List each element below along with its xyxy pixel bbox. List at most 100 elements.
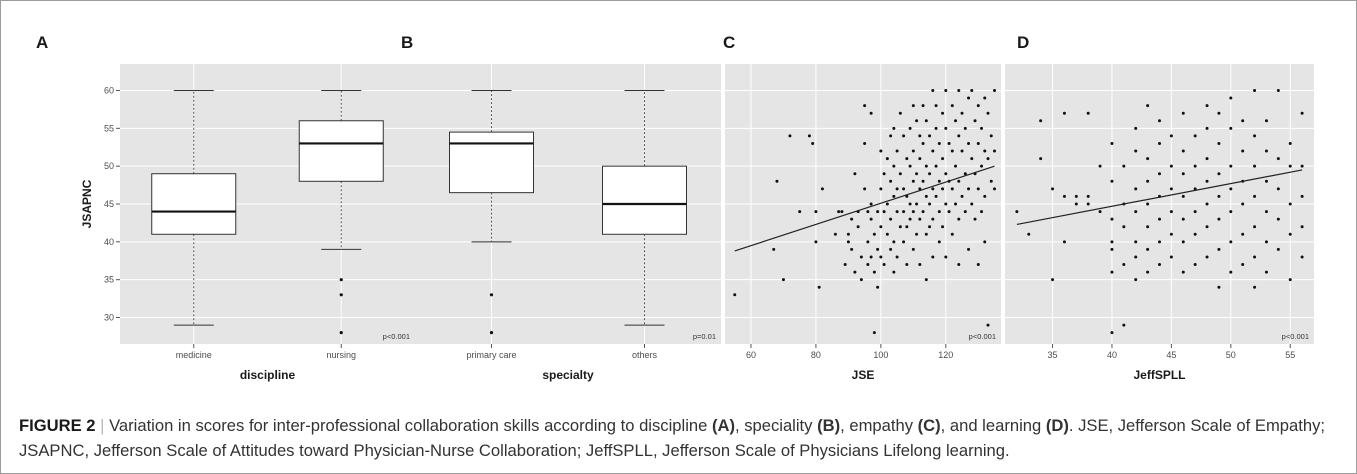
data-point xyxy=(924,119,928,123)
data-point xyxy=(963,126,967,130)
data-point xyxy=(928,134,932,138)
data-point xyxy=(811,141,815,145)
x-tick-label: 60 xyxy=(746,350,756,360)
outlier-point xyxy=(339,331,343,335)
data-point xyxy=(1169,210,1173,214)
data-point xyxy=(928,172,932,176)
data-point xyxy=(963,172,967,176)
data-point xyxy=(1062,111,1066,115)
panel-a: A 30 35 40 45 50 55 60 JSAPNC medicine nursing disc… xyxy=(36,33,415,382)
data-point xyxy=(954,164,958,168)
data-point xyxy=(1134,126,1138,130)
data-point xyxy=(1193,210,1197,214)
data-point xyxy=(820,187,824,191)
caption-part: (B) xyxy=(817,416,841,435)
data-point xyxy=(947,210,951,214)
data-point xyxy=(895,187,899,191)
data-point xyxy=(902,240,906,244)
x-tick-label: others xyxy=(632,350,658,360)
data-point xyxy=(976,104,980,108)
data-point xyxy=(1074,194,1078,198)
y-tick-label: 60 xyxy=(104,85,114,95)
data-point xyxy=(921,104,925,108)
data-point xyxy=(1027,232,1031,236)
data-point xyxy=(869,111,873,115)
data-point xyxy=(947,141,951,145)
data-point xyxy=(863,104,867,108)
data-point xyxy=(918,187,922,191)
data-point xyxy=(993,88,997,92)
data-point xyxy=(1181,172,1185,176)
data-point xyxy=(1122,263,1126,267)
data-point xyxy=(918,217,922,221)
data-point xyxy=(1134,240,1138,244)
data-point xyxy=(853,270,857,274)
trend-line xyxy=(734,165,995,252)
data-point xyxy=(1051,187,1055,191)
data-point xyxy=(1086,194,1090,198)
caption-part: (A) xyxy=(711,416,735,435)
data-point xyxy=(866,210,870,214)
data-point xyxy=(983,149,987,153)
caption-part: , speciality xyxy=(735,416,818,435)
x-tick-label: 100 xyxy=(873,350,888,360)
data-point xyxy=(1146,225,1150,229)
data-point xyxy=(1229,270,1233,274)
data-point xyxy=(1217,172,1221,176)
data-point xyxy=(889,247,893,251)
data-point xyxy=(902,187,906,191)
data-point xyxy=(814,240,818,244)
data-point xyxy=(843,263,847,267)
data-point xyxy=(772,247,776,251)
data-point xyxy=(1110,331,1114,335)
data-point xyxy=(1253,285,1257,289)
y-tick-label: 35 xyxy=(104,275,114,285)
data-point xyxy=(1253,194,1257,198)
data-point xyxy=(1241,119,1245,123)
data-point xyxy=(1134,278,1138,282)
x-axis-label: JeffSPLL xyxy=(1133,368,1185,382)
data-point xyxy=(928,225,932,229)
x-tick-label: 50 xyxy=(1226,350,1236,360)
data-point xyxy=(960,194,964,198)
x-axis-label: JSE xyxy=(852,368,875,382)
data-point xyxy=(1086,111,1090,115)
data-point xyxy=(931,217,935,221)
box xyxy=(449,131,534,194)
data-point xyxy=(1229,126,1233,130)
data-point xyxy=(931,149,935,153)
data-point xyxy=(1110,141,1114,145)
data-point xyxy=(989,179,993,183)
data-point xyxy=(918,134,922,138)
data-point xyxy=(781,278,785,282)
data-point xyxy=(970,202,974,206)
data-point xyxy=(928,202,932,206)
data-point xyxy=(937,141,941,145)
figure-caption: FIGURE 2 | Variation in scores for inter… xyxy=(19,413,1339,463)
data-point xyxy=(989,134,993,138)
data-point xyxy=(1229,164,1233,168)
panel-label: A xyxy=(36,33,48,52)
data-point xyxy=(921,141,925,145)
data-point xyxy=(976,141,980,145)
data-point xyxy=(892,194,896,198)
caption-separator: | xyxy=(95,416,110,435)
data-point xyxy=(911,104,915,108)
data-point xyxy=(905,263,909,267)
data-point xyxy=(1300,111,1304,115)
data-point xyxy=(1264,210,1268,214)
data-point xyxy=(986,323,990,327)
x-tick-label: 120 xyxy=(938,350,953,360)
data-point xyxy=(1074,202,1078,206)
data-point xyxy=(924,194,928,198)
data-point xyxy=(973,119,977,123)
x-tick-label: 45 xyxy=(1166,350,1176,360)
data-point xyxy=(941,225,945,229)
data-point xyxy=(967,141,971,145)
data-point xyxy=(1241,263,1245,267)
data-point xyxy=(1217,285,1221,289)
data-point xyxy=(1229,187,1233,191)
outlier-point xyxy=(489,331,494,335)
data-point xyxy=(1229,240,1233,244)
data-point xyxy=(1098,210,1102,214)
